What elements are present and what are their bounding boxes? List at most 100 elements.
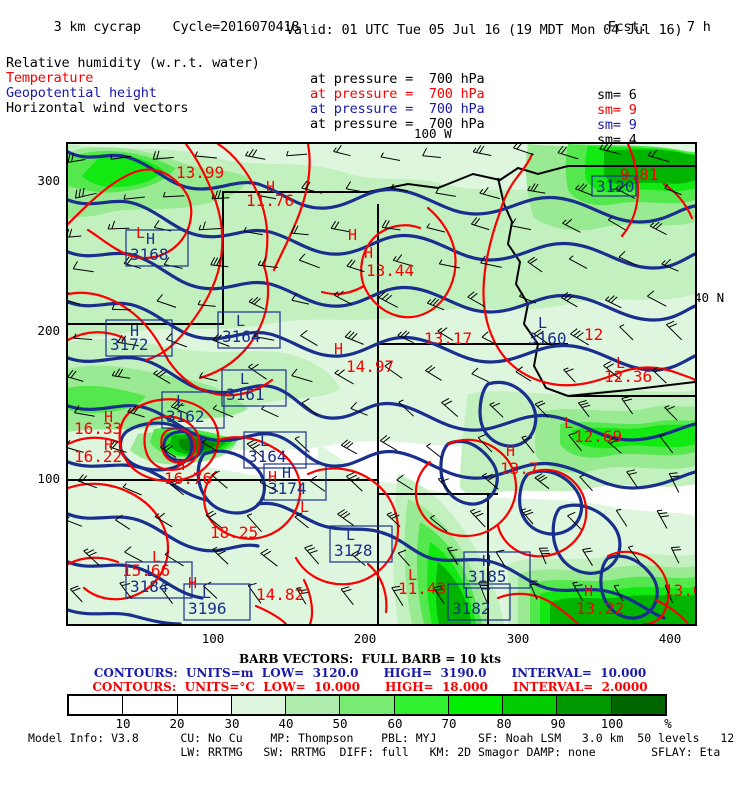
svg-text:H: H (348, 226, 357, 244)
x-axis-tick-400: 400 (640, 631, 700, 646)
field-smoothing-temp: sm= 9 (597, 102, 637, 118)
model-info-line-1: Model Info: V3.8 CU: No Cu MP: Thompson … (28, 731, 740, 745)
x-axis-tick-200: 200 (335, 631, 395, 646)
colorbar-cell-7 (449, 696, 503, 714)
colorbar-cell-3 (232, 696, 286, 714)
field-pressure-rh: at pressure = 700 hPa (310, 71, 484, 87)
svg-text:14.82: 14.82 (256, 585, 304, 604)
colorbar-tick-20: 20 (157, 716, 197, 731)
field-smoothing-rh: sm= 6 (597, 87, 637, 103)
colorbar-tick-50: 50 (320, 716, 360, 731)
cycle-label: Cycle=2016070418 (173, 19, 300, 35)
colorbar-tick-30: 30 (212, 716, 252, 731)
svg-text:L: L (136, 224, 145, 242)
svg-text:16.22: 16.22 (74, 447, 122, 466)
map-longitude-label: 100 W (414, 126, 452, 141)
colorbar-cell-1 (123, 696, 177, 714)
model-name: 3 km cycrap (54, 19, 141, 35)
field-pressure-temp: at pressure = 700 hPa (310, 86, 484, 102)
contours-height-legend: CONTOURS: UNITS=m LOW= 3120.0 HIGH= 3190… (0, 666, 740, 680)
svg-text:16.33: 16.33 (74, 419, 122, 438)
svg-text:15.66: 15.66 (122, 561, 170, 580)
svg-text:H: H (268, 468, 277, 486)
svg-text:13.17: 13.17 (424, 329, 472, 348)
colorbar-tick-40: 40 (266, 716, 306, 731)
map-canvas: 3120 3168 3172 3164 3162 3161 3164 3174 … (68, 144, 695, 624)
y-axis-tick-100: 100 (20, 471, 60, 486)
svg-text:L: L (616, 354, 625, 372)
colorbar-tick-80: 80 (484, 716, 524, 731)
svg-text:H: H (364, 244, 373, 262)
weather-map[interactable]: 3120 3168 3172 3164 3162 3161 3164 3174 … (66, 142, 697, 626)
svg-text:H: H (266, 178, 275, 196)
svg-text:16.76: 16.76 (164, 469, 212, 488)
colorbar-cell-2 (178, 696, 232, 714)
svg-text:13.7: 13.7 (500, 459, 539, 478)
svg-text:L: L (408, 566, 417, 584)
svg-text:L: L (538, 314, 547, 332)
colorbar-cell-5 (340, 696, 394, 714)
svg-text:12.69: 12.69 (574, 427, 622, 446)
svg-text:L: L (608, 176, 617, 194)
model-info: Model Info: V3.8 CU: No Cu MP: Thompson … (0, 731, 740, 787)
svg-text:L: L (202, 584, 211, 602)
svg-text:L: L (176, 392, 185, 410)
field-smoothing-hgt: sm= 9 (597, 117, 637, 133)
svg-text:18.25: 18.25 (210, 523, 258, 542)
weather-map-page: 3 km cycrap Cycle=2016070418 Fcst: 7 h V… (0, 0, 740, 740)
svg-text:H: H (146, 230, 155, 248)
field-pressure-wind: at pressure = 700 hPa (310, 116, 484, 132)
svg-text:3160: 3160 (528, 329, 567, 348)
svg-text:9.81: 9.81 (620, 165, 659, 184)
svg-text:L: L (152, 548, 161, 566)
svg-text:H: H (334, 340, 343, 358)
svg-text:L: L (564, 414, 573, 432)
svg-text:H: H (130, 322, 139, 340)
svg-text:11.43: 11.43 (398, 579, 446, 598)
svg-text:13.07: 13.07 (664, 581, 695, 600)
svg-text:13.44: 13.44 (366, 261, 414, 280)
svg-text:12: 12 (584, 325, 603, 344)
y-axis-tick-200: 200 (20, 323, 60, 338)
contours-temperature-legend: CONTOURS: UNITS=°C LOW= 10.000 HIGH= 18.… (0, 680, 740, 694)
svg-text:H: H (584, 582, 593, 600)
colorbar-tick-10: 10 (103, 716, 143, 731)
field-row-wind-vectors: Horizontal wind vectors at pressure = 70… (0, 84, 48, 164)
colorbar-unit-label: % (648, 716, 688, 731)
colorbar-tick-90: 90 (538, 716, 578, 731)
svg-text:L: L (346, 526, 355, 544)
map-latitude-label: 40 N (694, 290, 724, 305)
colorbar[interactable] (67, 694, 667, 716)
colorbar-cell-8 (503, 696, 557, 714)
colorbar-tick-60: 60 (375, 716, 415, 731)
colorbar-ticks: 10 20 30 40 50 60 70 80 90 100 % (0, 716, 740, 732)
svg-text:14.97: 14.97 (346, 357, 394, 376)
svg-text:L: L (260, 432, 269, 450)
svg-text:L: L (464, 584, 473, 602)
valid-time: Valid: 01 UTC Tue 05 Jul 16 (19 MDT Mon … (286, 22, 682, 38)
svg-text:13.22: 13.22 (576, 599, 624, 618)
svg-text:3162: 3162 (166, 407, 205, 426)
colorbar-tick-100: 100 (592, 716, 632, 731)
svg-text:L: L (236, 312, 245, 330)
svg-text:L: L (240, 370, 249, 388)
svg-text:12.36: 12.36 (604, 367, 652, 386)
field-pressure-hgt: at pressure = 700 hPa (310, 101, 484, 117)
svg-text:H: H (104, 408, 113, 426)
svg-text:H: H (188, 574, 197, 592)
x-axis-tick-300: 300 (488, 631, 548, 646)
svg-text:H: H (176, 456, 185, 474)
svg-text:H: H (482, 552, 491, 570)
colorbar-cell-0 (69, 696, 123, 714)
model-info-line-2: LW: RRTMG SW: RRTMG DIFF: full KM: 2D Sm… (28, 745, 720, 759)
colorbar-cell-9 (557, 696, 611, 714)
header-model-cycle: 3 km cycrap Cycle=2016070418 (6, 3, 299, 51)
colorbar-cell-6 (395, 696, 449, 714)
colorbar-cell-4 (286, 696, 340, 714)
y-axis-tick-300: 300 (20, 173, 60, 188)
svg-text:H: H (104, 436, 113, 454)
colorbar-cell-10 (612, 696, 665, 714)
barb-vectors-legend: BARB VECTORS: FULL BARB = 10 kts (0, 652, 740, 666)
svg-text:H: H (506, 442, 515, 460)
x-axis-tick-100: 100 (183, 631, 243, 646)
